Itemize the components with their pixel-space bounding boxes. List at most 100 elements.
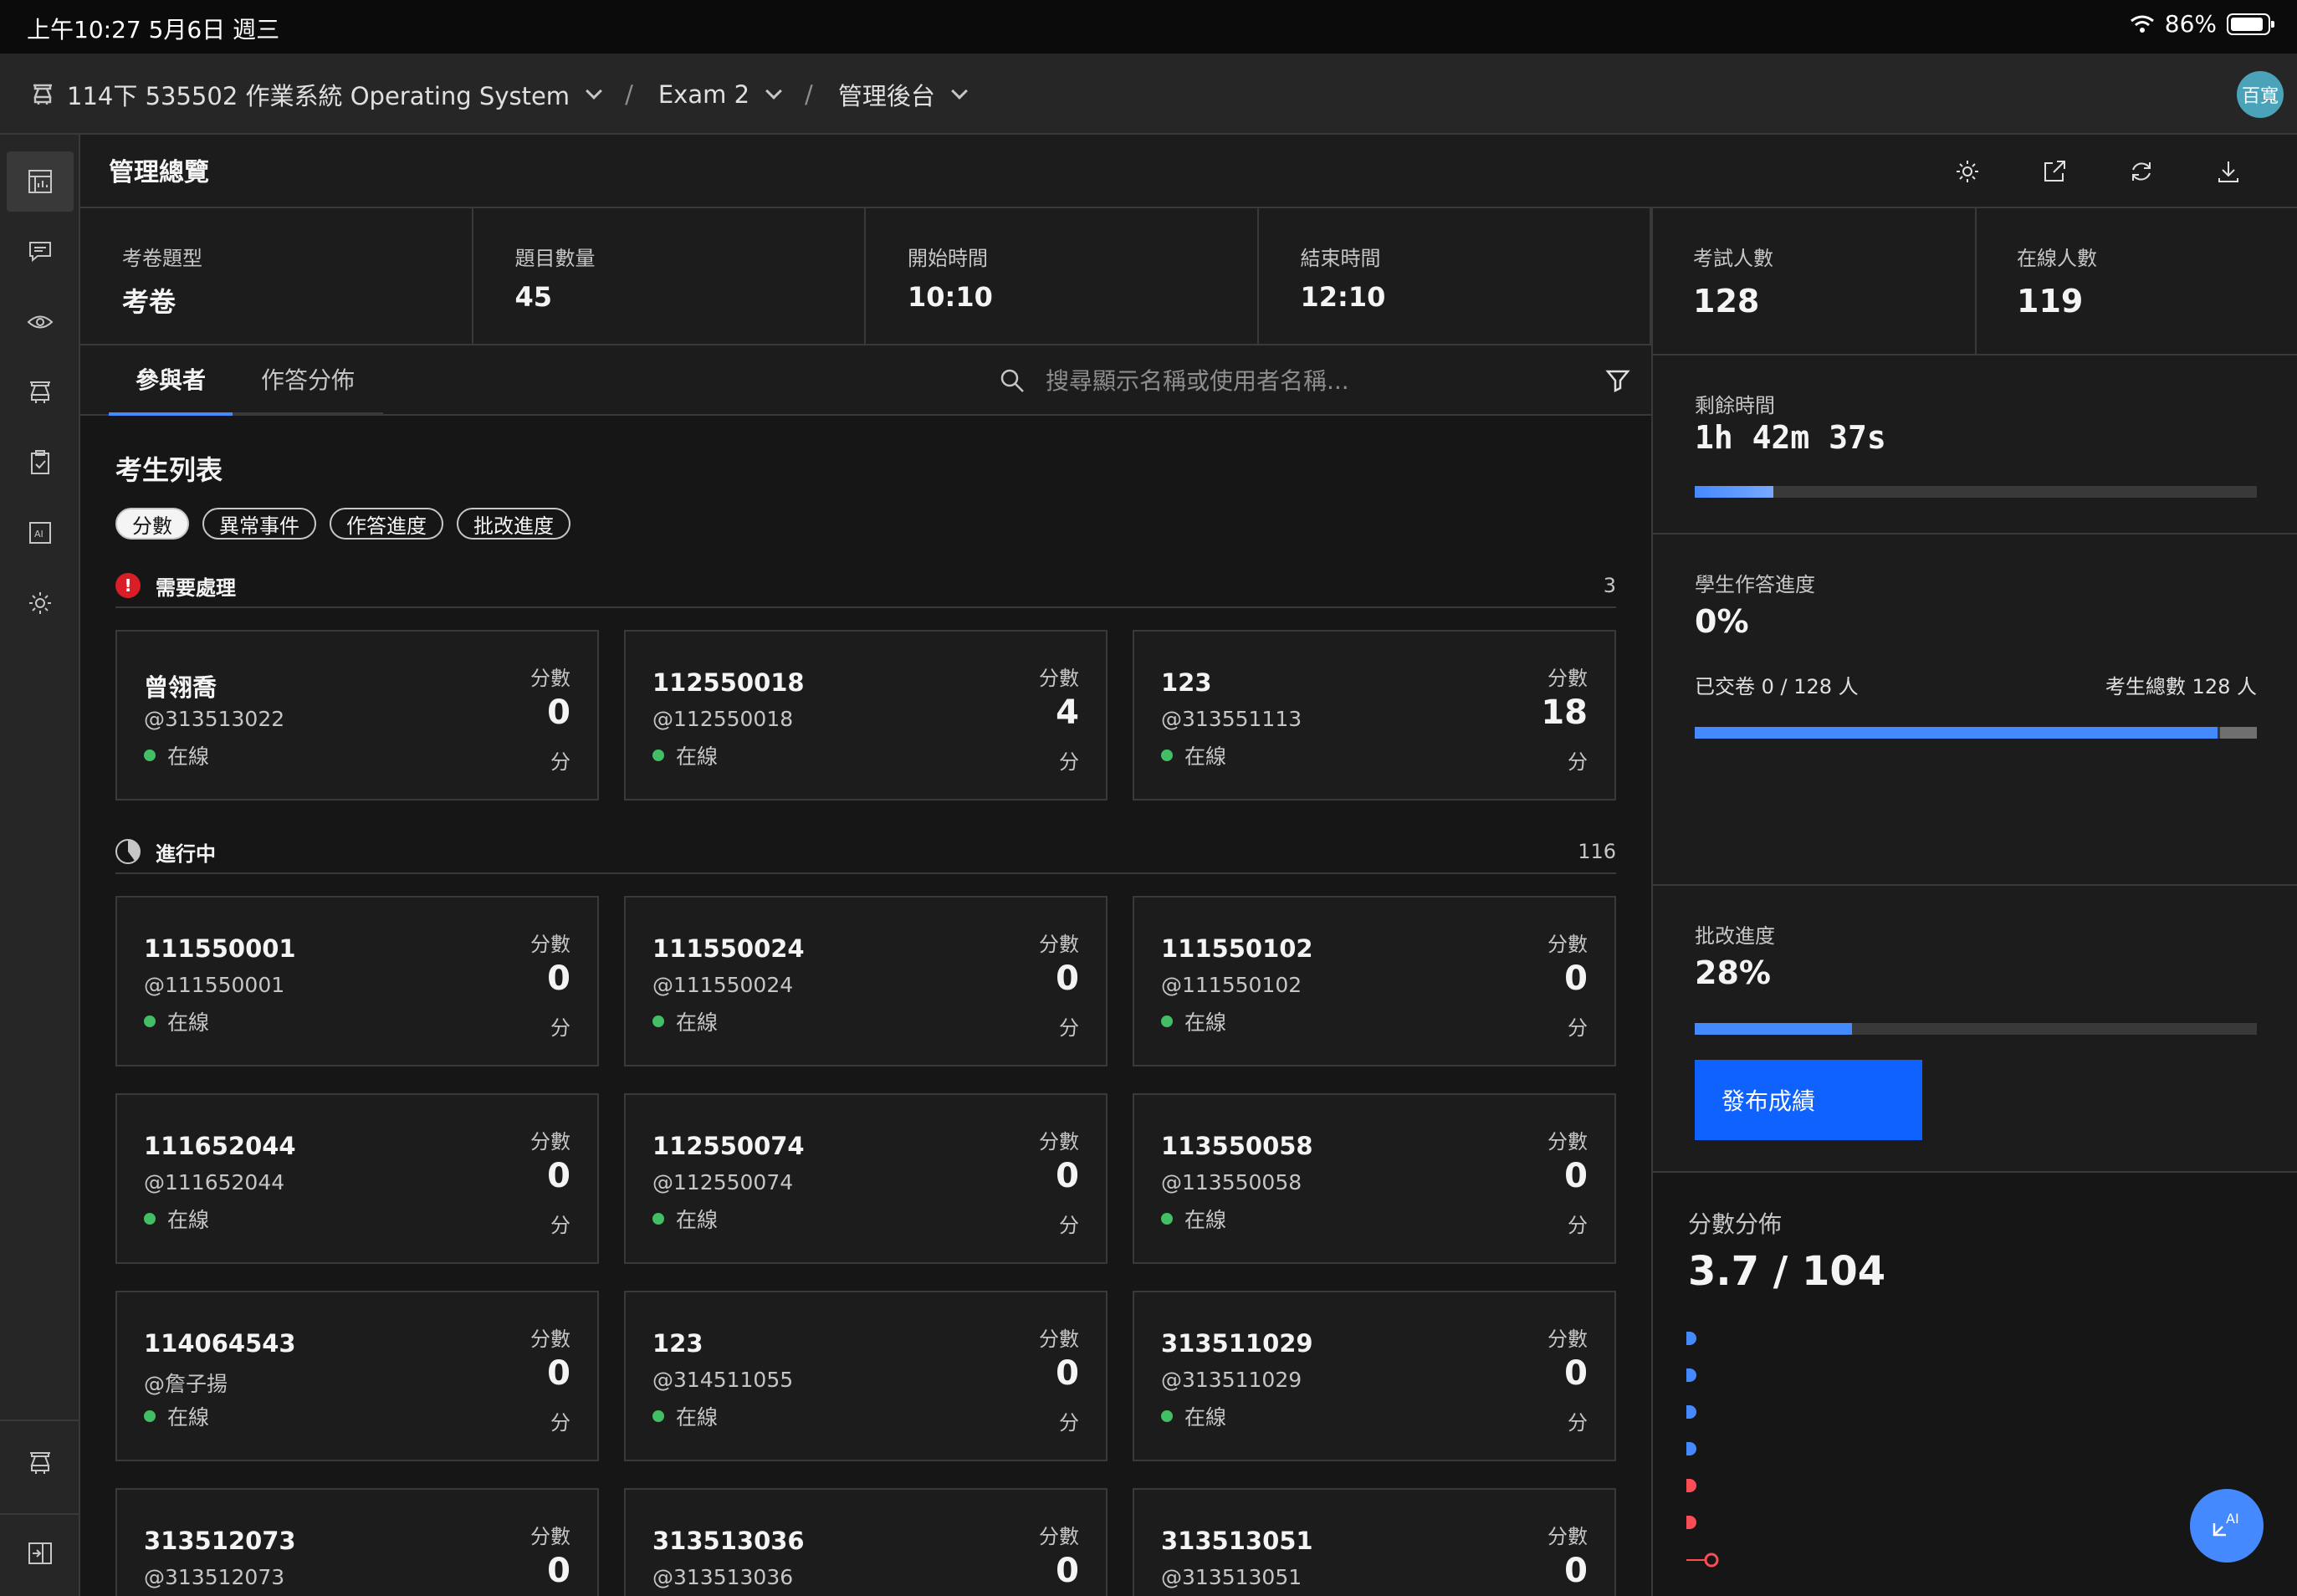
submitted-count: 已交卷 0 / 128 人 <box>1695 675 1859 698</box>
settings-button[interactable] <box>1946 150 1989 193</box>
student-card[interactable]: 313511029 @313511029 在線 分數 0 分 <box>1133 1291 1616 1461</box>
student-card[interactable]: 曾翎喬 @313513022 在線 分數 0 分 <box>115 630 599 801</box>
online-label: 在線 <box>676 744 719 769</box>
score-unit: 分 <box>1568 1016 1588 1040</box>
student-card[interactable]: 313513036@313513036在線分數0分 <box>624 1488 1108 1596</box>
student-score: 0 <box>547 959 570 998</box>
score-label: 分數 <box>1039 1130 1079 1154</box>
student-card[interactable]: 114064543 @詹子揚 在線 分數 0 分 <box>115 1291 599 1461</box>
online-status: 在線 <box>652 1204 718 1234</box>
alert-icon: ! <box>115 573 141 598</box>
stat-label: 考卷題型 <box>122 247 202 270</box>
tab-participants[interactable]: 參與者 <box>109 345 233 416</box>
student-name: 123 <box>652 1329 703 1358</box>
distribution-marker <box>1686 1332 1696 1345</box>
online-label: 在線 <box>167 1405 210 1430</box>
remaining-progress-fill <box>1695 486 1774 498</box>
grading-value: 28% <box>1695 954 1771 991</box>
student-card[interactable]: 111550001 @111550001 在線 分數 0 分 <box>115 896 599 1067</box>
tab-bar: 參與者 作答分佈 <box>80 345 1651 416</box>
tab-distribution[interactable]: 作答分佈 <box>233 345 383 416</box>
stat-value: 128 <box>1693 283 1760 320</box>
score-label: 分數 <box>1039 1525 1079 1548</box>
student-name: 111550001 <box>144 934 296 963</box>
score-label: 分數 <box>1548 1327 1588 1351</box>
online-label: 在線 <box>167 1010 210 1035</box>
student-card[interactable]: 113550058 @113550058 在線 分數 0 分 <box>1133 1093 1616 1264</box>
online-status: 在線 <box>1161 1401 1226 1431</box>
score-label: 分數 <box>1548 1525 1588 1548</box>
score-label: 分數 <box>530 933 570 956</box>
rail-grading[interactable] <box>7 432 74 493</box>
stat-value: 119 <box>2017 283 2084 320</box>
online-status: 在線 <box>652 1401 718 1431</box>
breadcrumb-course[interactable]: 114下 535502 作業系統 Operating System <box>30 77 602 112</box>
distribution-value: 3.7 / 104 <box>1688 1248 1886 1295</box>
breadcrumb-separator: / <box>805 79 813 109</box>
student-score: 0 <box>1056 1552 1079 1590</box>
rail-view[interactable] <box>7 292 74 352</box>
search-bar <box>999 345 1601 416</box>
remaining-label: 剩餘時間 <box>1695 394 1775 417</box>
student-username: @313511029 <box>1161 1368 1302 1392</box>
open-external-button[interactable] <box>2033 150 2076 193</box>
refresh-button[interactable] <box>2120 150 2163 193</box>
rail-settings[interactable] <box>7 573 74 633</box>
rail-dashboard[interactable] <box>7 151 74 212</box>
gear-icon <box>29 592 51 614</box>
remaining-time-card: 剩餘時間 1h 42m 37s <box>1653 356 2297 535</box>
chip-anomaly[interactable]: 異常事件 <box>202 508 316 540</box>
score-unit: 分 <box>1059 1016 1079 1040</box>
rail-ai[interactable]: AI <box>7 503 74 563</box>
download-button[interactable] <box>2207 150 2250 193</box>
rail-exam[interactable] <box>7 362 74 422</box>
rail-course[interactable] <box>7 1433 74 1493</box>
breadcrumb-exam[interactable]: Exam 2 <box>658 80 782 109</box>
student-username: @313513022 <box>144 707 285 731</box>
ai-assistant-button[interactable]: AI <box>2190 1489 2264 1563</box>
rail-collapse[interactable] <box>7 1523 74 1583</box>
overview-panel: 考試人數 128 在線人數 119 剩餘時間 1h 42m 37s 學生作答進度… <box>1651 208 2297 1596</box>
section-in-progress: 進行中 116 <box>115 837 1616 874</box>
student-username: @314511055 <box>652 1368 794 1392</box>
student-name: 112550074 <box>652 1132 805 1160</box>
student-score: 0 <box>1056 1354 1079 1393</box>
student-card[interactable]: 313513051@313513051在線分數0分 <box>1133 1488 1616 1596</box>
breadcrumb-section[interactable]: 管理後台 <box>838 77 968 112</box>
search-icon <box>1000 369 1024 392</box>
chip-score[interactable]: 分數 <box>115 508 189 540</box>
stat-online: 在線人數 119 <box>1977 208 2297 354</box>
student-card[interactable]: 123 @314511055 在線 分數 0 分 <box>624 1291 1108 1461</box>
student-name: 114064543 <box>144 1329 296 1358</box>
avatar[interactable]: 百寬 <box>2237 71 2284 118</box>
student-card[interactable]: 111550024 @111550024 在線 分數 0 分 <box>624 896 1108 1067</box>
participant-list: 考生列表 分數 異常事件 作答進度 批改進度 ! 需要處理 3 曾翎喬 @3135… <box>80 416 1651 1596</box>
online-dot-icon <box>652 1410 664 1422</box>
score-unit: 分 <box>550 1411 570 1435</box>
chip-grading-progress[interactable]: 批改進度 <box>457 508 570 540</box>
remaining-progress-bar <box>1695 486 2257 498</box>
student-card[interactable]: 112550074 @112550074 在線 分數 0 分 <box>624 1093 1108 1264</box>
grading-label: 批改進度 <box>1695 924 1775 948</box>
student-card[interactable]: 111550102 @111550102 在線 分數 0 分 <box>1133 896 1616 1067</box>
publish-grades-button[interactable]: 發布成績 <box>1695 1060 1922 1140</box>
student-card[interactable]: 111652044 @111652044 在線 分數 0 分 <box>115 1093 599 1264</box>
refresh-icon <box>2132 162 2151 181</box>
score-unit: 分 <box>1059 750 1079 774</box>
stat-label: 結束時間 <box>1300 247 1381 270</box>
chip-answer-progress[interactable]: 作答進度 <box>330 508 443 540</box>
status-time: 上午10:27 5月6日 週三 <box>27 16 280 43</box>
online-status: 在線 <box>1161 1204 1226 1234</box>
student-name: 113550058 <box>1161 1132 1313 1160</box>
student-score: 0 <box>547 693 570 732</box>
score-unit: 分 <box>1568 1214 1588 1237</box>
filter-button[interactable] <box>1598 361 1638 401</box>
student-card[interactable]: 123 @313551113 在線 分數 18 分 <box>1133 630 1616 801</box>
rail-chat[interactable] <box>7 222 74 282</box>
student-card[interactable]: 112550018 @112550018 在線 分數 4 分 <box>624 630 1108 801</box>
stat-start-time: 開始時間 10:10 <box>866 208 1259 344</box>
grading-progress-fill <box>1695 1023 1853 1035</box>
score-label: 分數 <box>1548 1130 1588 1154</box>
student-card[interactable]: 313512073@313512073在線分數0分 <box>115 1488 599 1596</box>
search-input[interactable] <box>1046 366 1548 395</box>
